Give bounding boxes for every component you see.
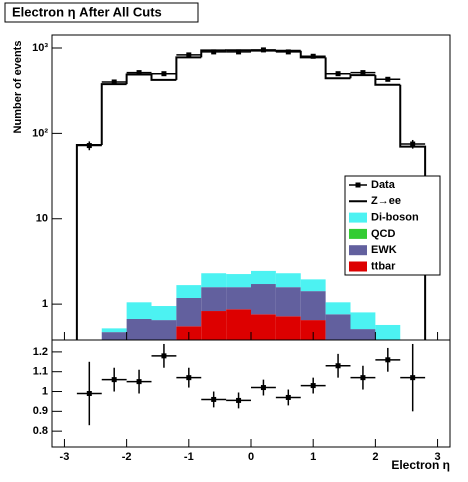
stack-segment	[226, 287, 251, 310]
ratio-point	[236, 397, 242, 403]
stack-segment	[251, 284, 276, 315]
ratio-point	[161, 353, 167, 359]
ratio-point	[285, 394, 291, 400]
legend-label: Di-boson	[371, 212, 419, 224]
legend-label: Data	[371, 179, 396, 191]
stack-segment	[251, 314, 276, 340]
ratio-point	[211, 396, 217, 402]
legend-symbol	[349, 261, 367, 272]
stack-segment	[151, 306, 177, 321]
y-tick-label: 0.9	[33, 405, 48, 417]
stack-segment	[275, 273, 301, 288]
ratio-point	[111, 377, 117, 383]
ratio-point	[360, 375, 366, 381]
stack-segment	[350, 329, 376, 340]
legend-symbol	[349, 245, 367, 256]
x-tick-label: 0	[248, 451, 254, 463]
stack-segment	[176, 285, 202, 298]
line-step	[374, 75, 401, 86]
stack-segment	[300, 291, 326, 321]
stack-segment	[201, 287, 227, 312]
data-point	[161, 71, 167, 77]
stack-segment	[101, 332, 127, 340]
ratio-point	[335, 363, 341, 369]
line-step	[200, 49, 227, 58]
stack-segment	[325, 302, 351, 315]
data-point	[285, 49, 291, 55]
stack-segment	[275, 316, 301, 340]
line-step	[100, 83, 127, 146]
data-point	[211, 49, 217, 55]
stack-segment	[151, 320, 177, 340]
legend-label: QCD	[371, 228, 396, 240]
data-point	[360, 70, 366, 76]
line-step	[75, 144, 102, 340]
stack-segment	[325, 314, 351, 340]
x-tick-label: -2	[122, 451, 132, 463]
y-tick-label: 1	[42, 298, 48, 310]
x-tick-label: -3	[60, 451, 70, 463]
stack-segment	[350, 312, 376, 330]
y-tick-label: 10²	[32, 127, 48, 139]
data-point	[111, 79, 117, 85]
stack-segment	[226, 309, 251, 340]
stack-segment	[226, 274, 251, 288]
title-box	[4, 2, 199, 23]
legend-label: ttbar	[371, 260, 396, 272]
legend-symbol	[349, 212, 367, 223]
x-axis-label: Electron η	[391, 458, 450, 472]
ratio-point	[310, 383, 316, 389]
x-tick-label: 2	[372, 451, 378, 463]
ratio-point	[410, 375, 416, 381]
line-step	[125, 73, 152, 85]
line-step	[150, 74, 177, 81]
line-step	[299, 50, 326, 59]
data-point	[236, 49, 242, 55]
y-tick-label: 1.1	[33, 366, 48, 378]
stack-segment	[101, 328, 127, 333]
ratio-point	[385, 357, 391, 363]
ratio-point	[260, 385, 266, 391]
stack-segment	[201, 311, 227, 340]
legend-label: EWK	[371, 244, 397, 256]
stack-segment	[300, 320, 326, 340]
stack-segment	[300, 279, 326, 292]
stack-segment	[176, 297, 202, 327]
y-axis-label: Number of events	[12, 41, 24, 134]
data-point	[136, 70, 142, 76]
legend-label: Z→ee	[371, 195, 401, 207]
x-tick-label: 1	[310, 451, 316, 463]
data-point	[385, 76, 391, 82]
stack-segment	[126, 318, 152, 340]
stack-segment	[375, 324, 401, 340]
line-step	[175, 56, 202, 80]
x-tick-label: -1	[184, 451, 194, 463]
y-tick-label: 10	[36, 213, 48, 225]
legend-symbol	[355, 182, 361, 188]
line-step	[324, 57, 351, 80]
stack-segment	[201, 273, 227, 288]
stack-segment	[251, 270, 276, 285]
y-tick-label: 1	[42, 385, 48, 397]
data-point	[186, 52, 192, 58]
data-point	[335, 71, 341, 77]
stack-segment	[275, 287, 301, 317]
line-step	[349, 74, 376, 79]
y-tick-label: 0.8	[33, 425, 48, 437]
data-point	[310, 53, 316, 59]
ratio-point	[136, 379, 142, 385]
legend-box	[344, 175, 441, 276]
y-tick-label: 1.2	[33, 346, 48, 358]
x-tick-label: 3	[435, 451, 441, 463]
y-tick-label: 10³	[32, 42, 48, 54]
chart-title: Electron η After All Cuts	[12, 4, 162, 19]
legend-symbol	[349, 228, 367, 239]
ratio-point	[186, 375, 192, 381]
stack-segment	[126, 302, 152, 319]
ratio-point	[86, 391, 92, 396]
data-point	[410, 141, 416, 147]
